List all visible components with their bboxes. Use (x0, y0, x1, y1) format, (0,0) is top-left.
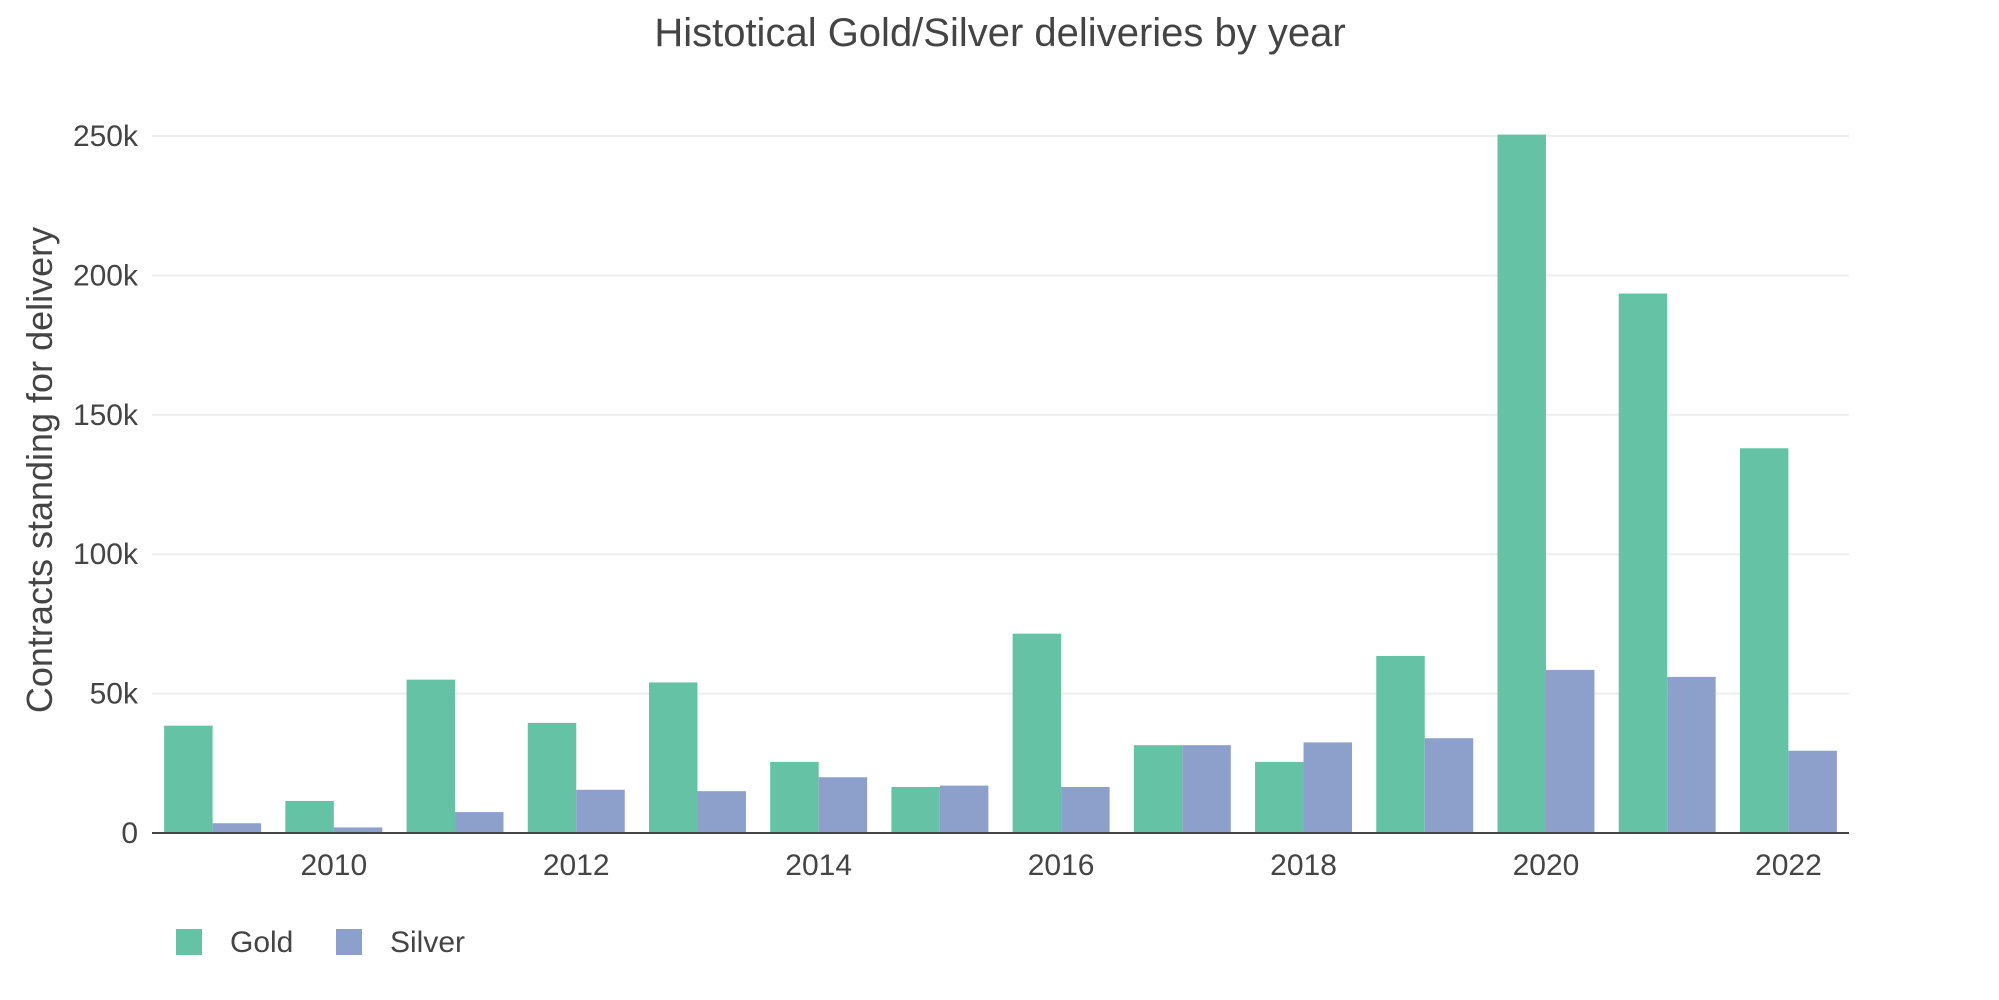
bar-gold-2021 (1618, 293, 1668, 834)
bar-silver-2017 (1182, 745, 1231, 833)
bar-silver-2012 (576, 789, 625, 833)
bar-gold-2018 (1255, 761, 1304, 833)
x-tick-label: 2020 (1513, 849, 1580, 882)
bar-silver-2009 (212, 823, 262, 833)
bar-silver-2018 (1303, 742, 1353, 833)
y-tick-label: 250k (73, 120, 139, 153)
x-tick-label: 2022 (1755, 849, 1822, 882)
bar-silver-2022 (1788, 750, 1837, 833)
x-tick-label: 2012 (543, 849, 610, 882)
y-axis-title: Contracts standing for delivery (19, 227, 60, 713)
bar-gold-2016 (1012, 633, 1062, 833)
x-axis-ticks: 2010 2012 2014 2016 2018 2020 2022 (300, 849, 1821, 882)
grid (152, 135, 1849, 695)
bar-gold-2011 (406, 679, 456, 833)
legend-label: Gold (230, 926, 293, 959)
legend-label: Silver (390, 926, 465, 959)
y-tick-label: 100k (73, 538, 139, 571)
x-tick-label: 2010 (300, 849, 367, 882)
bar-gold-2012 (527, 722, 577, 833)
bar-gold-2020 (1497, 134, 1546, 833)
bar-silver-2011 (455, 812, 504, 833)
bar-gold-2017 (1133, 745, 1183, 833)
bar-gold-2014 (770, 761, 819, 833)
legend-swatch (336, 929, 362, 955)
chart-title: Histotical Gold/Silver deliveries by yea… (654, 11, 1345, 55)
bar-gold-2009 (164, 725, 213, 833)
bar-silver-2010 (333, 827, 383, 833)
bar-gold-2015 (891, 786, 940, 833)
y-tick-label: 200k (73, 259, 139, 292)
bar-silver-2019 (1424, 738, 1474, 833)
bar-silver-2014 (818, 777, 868, 833)
legend-item-silver[interactable]: Silver (336, 926, 465, 959)
y-tick-label: 50k (90, 678, 139, 711)
x-tick-label: 2014 (785, 849, 852, 882)
y-axis-ticks: 0 50k 100k 150k 200k 250k (73, 120, 139, 850)
bar-gold-2013 (648, 682, 698, 833)
bar-silver-2013 (697, 791, 746, 833)
x-tick-label: 2016 (1028, 849, 1095, 882)
legend: Gold Silver (176, 926, 465, 959)
bar-gold-2019 (1376, 655, 1425, 833)
bar-silver-2020 (1545, 669, 1595, 833)
bar-gold-2010 (285, 800, 334, 833)
legend-item-gold[interactable]: Gold (176, 926, 293, 959)
bar-silver-2015 (939, 785, 989, 833)
x-tick-label: 2018 (1270, 849, 1337, 882)
bar-silver-2016 (1061, 786, 1110, 833)
bars (164, 134, 1837, 834)
y-tick-label: 150k (73, 399, 139, 432)
bar-silver-2021 (1667, 676, 1716, 833)
legend-swatch (176, 929, 202, 955)
bar-gold-2022 (1739, 448, 1789, 833)
y-tick-label: 0 (121, 817, 138, 850)
